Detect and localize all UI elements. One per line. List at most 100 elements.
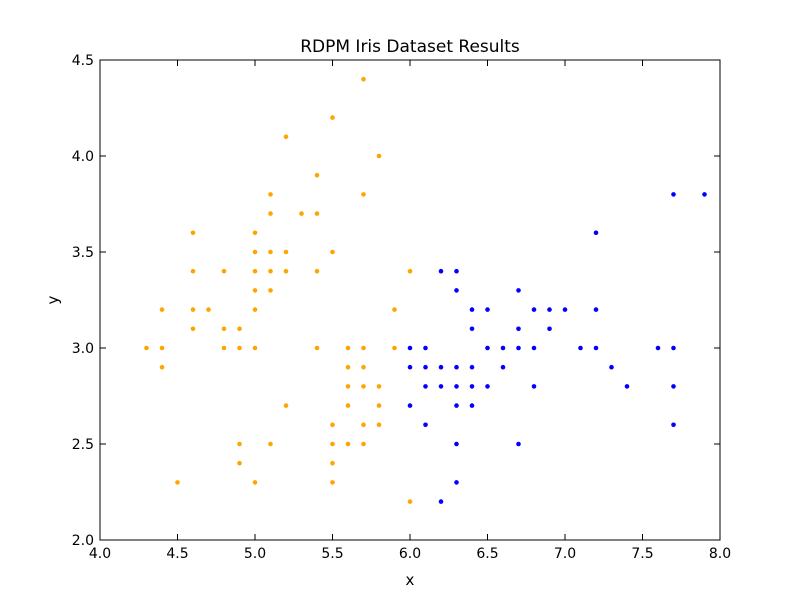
scatter-point [671,422,676,428]
scatter-point [407,364,413,370]
y-tick-label: 4.5 [72,53,94,69]
scatter-point [671,384,676,389]
scatter-point [361,441,366,447]
scatter-point [345,345,351,351]
scatter-point [314,172,320,178]
scatter-point [237,345,242,351]
y-axis-label: y [44,295,62,304]
scatter-point [702,192,707,197]
scatter-point [345,364,351,370]
plot-frame [99,59,721,541]
x-tick-label: 4.5 [166,546,188,562]
scatter-point [671,345,676,351]
scatter-point [516,288,521,293]
scatter-point [593,345,599,351]
scatter-point [407,403,413,408]
scatter-point [609,364,614,370]
scatter-point [376,153,382,159]
scatter-point [206,307,211,312]
scatter-point [423,345,428,351]
scatter-point [330,249,335,255]
chart-title: RDPM Iris Dataset Results [300,37,520,57]
scatter-point [454,268,459,274]
scatter-point [252,307,258,312]
scatter-point [407,345,413,351]
scatter-point [454,403,459,408]
scatter-point [454,480,459,485]
scatter-point [376,384,382,389]
x-tick-label: 7.0 [554,546,576,562]
scatter-point [283,403,289,408]
scatter-point [345,403,351,408]
scatter-point [593,230,599,236]
scatter-point [469,384,475,389]
scatter-point [345,384,351,389]
x-tick-label: 8.0 [709,546,731,562]
scatter-point [423,364,428,370]
scatter-point [361,422,366,428]
scatter-point [469,307,475,312]
x-axis-label: x [406,571,415,589]
scatter-point [516,441,521,447]
scatter-point [252,345,258,351]
scatter-point [252,249,258,255]
y-tick-label: 4.0 [72,149,94,165]
scatter-point [500,364,506,370]
scatter-point [500,345,506,351]
scatter-point [268,268,273,274]
scatter-point [221,326,227,332]
scatter-point [423,422,428,428]
scatter-point [283,249,289,255]
scatter-point [299,211,304,216]
scatter-point [547,307,552,312]
scatter-point [237,460,242,466]
scatter-point [268,192,273,197]
scatter-point [361,384,366,389]
scatter-point [516,326,521,332]
scatter-point [252,288,258,293]
y-tick-label: 2.0 [72,533,94,549]
scatter-point [624,384,630,389]
scatter-point [361,192,366,197]
scatter-point [190,268,196,274]
scatter-point [392,307,397,312]
scatter-point [159,345,165,351]
scatter-point [469,364,475,370]
scatter-point [221,268,227,274]
scatter-point [330,441,335,447]
scatter-point [485,384,490,389]
scatter-point [252,268,258,274]
scatter-point [268,441,273,447]
scatter-point [252,480,258,485]
scatter-point [144,345,149,351]
scatter-point [237,441,242,447]
scatter-point [361,345,366,351]
scatter-point [485,307,490,312]
scatter-point [423,384,428,389]
scatter-point [438,499,444,504]
scatter-point [330,480,335,485]
scatter-point [407,268,413,274]
scatter-point [454,364,459,370]
scatter-point [516,345,521,351]
scatter-point [237,326,242,332]
scatter-point [190,307,196,312]
scatter-point [314,345,320,351]
scatter-point [268,288,273,293]
x-tick-label: 6.5 [476,546,498,562]
x-tick-label: 5.0 [244,546,266,562]
scatter-point [578,345,583,351]
scatter-point [190,230,196,236]
scatter-point [361,364,366,370]
scatter-point [454,441,459,447]
scatter-point [485,345,490,351]
scatter-point [392,345,397,351]
scatter-point [190,326,196,332]
scatter-point [547,326,552,332]
scatter-point [454,288,459,293]
scatter-point [562,307,568,312]
scatter-point [268,211,273,216]
scatter-point [454,384,459,389]
scatter-point [283,268,289,274]
